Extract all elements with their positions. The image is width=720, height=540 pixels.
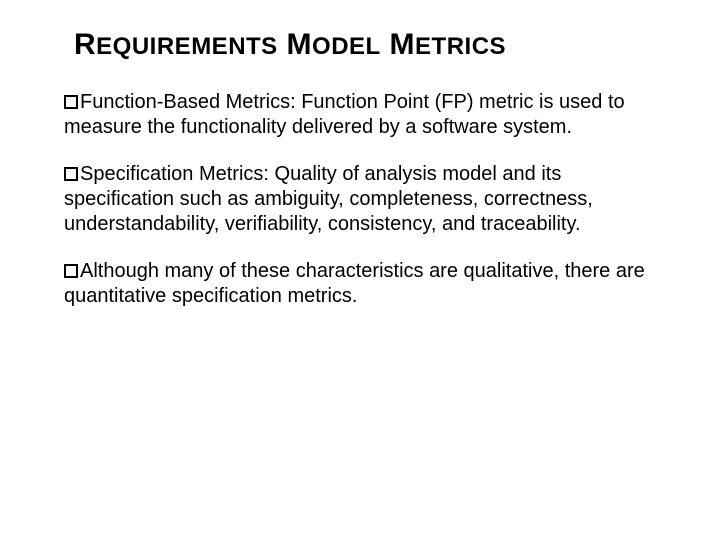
bullet-text: Although many of these characteristics a… — [64, 260, 645, 307]
square-bullet-icon — [64, 167, 78, 181]
slide: REQUIREMENTS MODEL METRICS Function-Base… — [0, 0, 720, 540]
title-word1-rest: EQUIREMENTS — [96, 33, 278, 60]
bullet-text: Function-Based Metrics: Function Point (… — [64, 91, 625, 138]
title-word1-cap: R — [74, 28, 96, 61]
bullet-item: Specification Metrics: Quality of analys… — [64, 162, 672, 237]
title-word3-rest: ETRICS — [415, 33, 506, 60]
title-word3-cap: M — [390, 28, 416, 61]
title-word2-cap: M — [287, 28, 313, 61]
bullet-item: Function-Based Metrics: Function Point (… — [64, 90, 672, 140]
bullet-item: Although many of these characteristics a… — [64, 259, 672, 309]
slide-title: REQUIREMENTS MODEL METRICS — [74, 28, 672, 62]
bullet-text: Specification Metrics: Quality of analys… — [64, 163, 593, 235]
square-bullet-icon — [64, 95, 78, 109]
title-word2-rest: ODEL — [312, 33, 381, 60]
square-bullet-icon — [64, 264, 78, 278]
